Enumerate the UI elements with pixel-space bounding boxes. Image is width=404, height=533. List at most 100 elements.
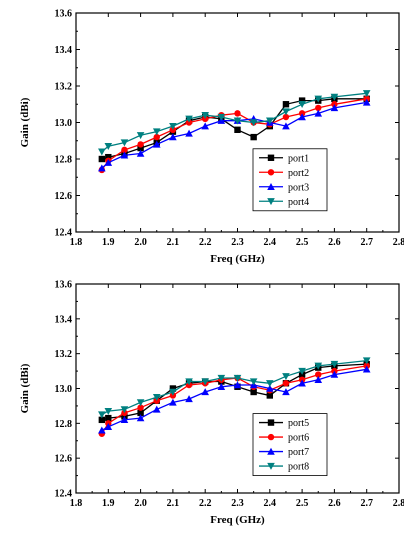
x-tick-label: 1.9 — [102, 237, 115, 248]
data-point-port7 — [152, 405, 161, 413]
legend-label-port4: port4 — [288, 197, 309, 208]
chart-panel-2: 1.8 1.9 2.0 2.1 2.2 2.3 2.4 2.5 2.6 2.7 2.8 12.4 12.… — [19, 280, 404, 527]
x-tick-label: 2.5 — [296, 498, 309, 509]
data-point-port4 — [104, 143, 113, 151]
data-point-port4 — [152, 128, 161, 136]
data-point-port8 — [201, 378, 209, 386]
data-point-port8 — [249, 378, 258, 386]
legend-marker-port3 — [267, 182, 275, 190]
data-point-port8 — [266, 380, 274, 388]
data-point-port7 — [136, 414, 145, 422]
data-point-port8 — [314, 362, 323, 370]
data-point-port1 — [250, 133, 257, 141]
x-tick-label: 2.5 — [296, 237, 309, 248]
y-tick-label: 13.2 — [55, 349, 73, 360]
data-point-port5 — [98, 416, 106, 424]
data-point-port3 — [330, 104, 339, 112]
data-point-port7 — [120, 416, 129, 424]
x-axis-label: Freq (GHz) — [210, 253, 265, 265]
legend-marker-port2 — [267, 169, 275, 176]
y-axis-label: Gain (dBi) — [19, 363, 31, 413]
y-tick-label: 13.0 — [55, 384, 73, 395]
data-point-port8 — [98, 411, 106, 419]
data-point-port7 — [266, 384, 274, 392]
x-tick-label: 2.3 — [231, 498, 244, 509]
data-point-port8 — [233, 374, 242, 382]
legend-box — [252, 413, 328, 476]
legend: port1 port2 port3 port4 — [252, 148, 328, 212]
y-tick-label: 12.4 — [55, 489, 73, 500]
data-point-port7 — [298, 379, 306, 387]
data-point-port1 — [105, 153, 112, 161]
y-tick-label: 13.4 — [55, 314, 73, 325]
x-tick-label: 2.0 — [134, 498, 147, 509]
y-tick-label: 12.8 — [55, 419, 73, 430]
data-point-port8 — [298, 367, 306, 375]
data-point-port4 — [120, 139, 129, 147]
legend-marker-port6 — [267, 433, 275, 441]
x-tick-label: 2.8 — [393, 237, 404, 248]
data-point-port4 — [201, 112, 209, 119]
x-tick-label: 2.2 — [199, 498, 212, 509]
data-point-port7 — [217, 382, 226, 390]
data-point-port8 — [136, 399, 145, 407]
legend-label-port5: port5 — [288, 418, 309, 429]
legend-marker-port8 — [267, 462, 275, 470]
data-point-port7 — [185, 395, 193, 403]
data-point-port4 — [282, 108, 290, 116]
data-point-port5 — [105, 414, 112, 422]
x-tick-label: 2.7 — [360, 237, 373, 248]
data-point-port4 — [98, 148, 106, 156]
data-point-port6 — [315, 371, 322, 378]
x-tick-label: 2.4 — [264, 237, 277, 248]
data-point-port2 — [315, 104, 322, 112]
data-point-port4 — [185, 115, 193, 123]
legend-marker-port1 — [267, 154, 275, 161]
data-point-port5 — [169, 385, 177, 392]
data-point-port4 — [298, 101, 306, 109]
data-point-port7 — [314, 375, 323, 383]
data-point-port1 — [137, 144, 144, 152]
x-tick-label: 2.6 — [328, 498, 341, 509]
y-tick-label: 12.6 — [55, 454, 73, 465]
legend-label-port8: port8 — [288, 462, 309, 473]
data-point-port6 — [282, 380, 290, 387]
x-axis-label: Freq (GHz) — [210, 514, 265, 526]
data-point-port8 — [152, 394, 161, 402]
x-tick-label: 1.8 — [70, 498, 83, 509]
data-point-port3 — [120, 151, 129, 159]
data-point-port3 — [201, 122, 209, 130]
data-point-port7 — [233, 381, 242, 389]
data-point-port4 — [314, 95, 323, 103]
legend-label-port6: port6 — [288, 433, 309, 444]
legend-box — [252, 148, 328, 212]
data-point-port7 — [98, 426, 106, 434]
data-point-port2 — [137, 141, 144, 148]
data-point-port3 — [314, 109, 323, 117]
data-point-port6 — [137, 404, 144, 411]
y-tick-label: 13.6 — [55, 9, 73, 20]
data-point-port3 — [362, 98, 371, 106]
data-point-port4 — [249, 119, 258, 127]
data-point-port3 — [98, 164, 106, 172]
data-point-port7 — [169, 398, 177, 406]
data-point-port8 — [330, 360, 339, 368]
series-port5 — [98, 360, 370, 424]
data-point-port7 — [362, 365, 371, 373]
y-tick-label: 13.0 — [55, 118, 73, 129]
data-point-port1 — [282, 101, 290, 108]
legend-marker-port7 — [267, 447, 275, 455]
x-tick-label: 1.8 — [70, 237, 83, 248]
x-tick-label: 2.2 — [199, 237, 212, 248]
chart-panel-1: 1.8 1.9 2.0 2.1 2.2 2.3 2.4 2.5 2.6 2.7 2.8 12.4 12.… — [19, 9, 404, 266]
data-point-port4 — [217, 113, 226, 121]
y-tick-label: 12.6 — [55, 191, 73, 202]
series-port8 — [98, 357, 371, 419]
data-point-port8 — [217, 374, 226, 382]
data-point-port1 — [98, 155, 106, 163]
data-point-port4 — [266, 117, 274, 125]
legend-label-port2: port2 — [288, 168, 309, 179]
data-point-port4 — [136, 132, 145, 140]
data-point-port2 — [282, 113, 290, 121]
